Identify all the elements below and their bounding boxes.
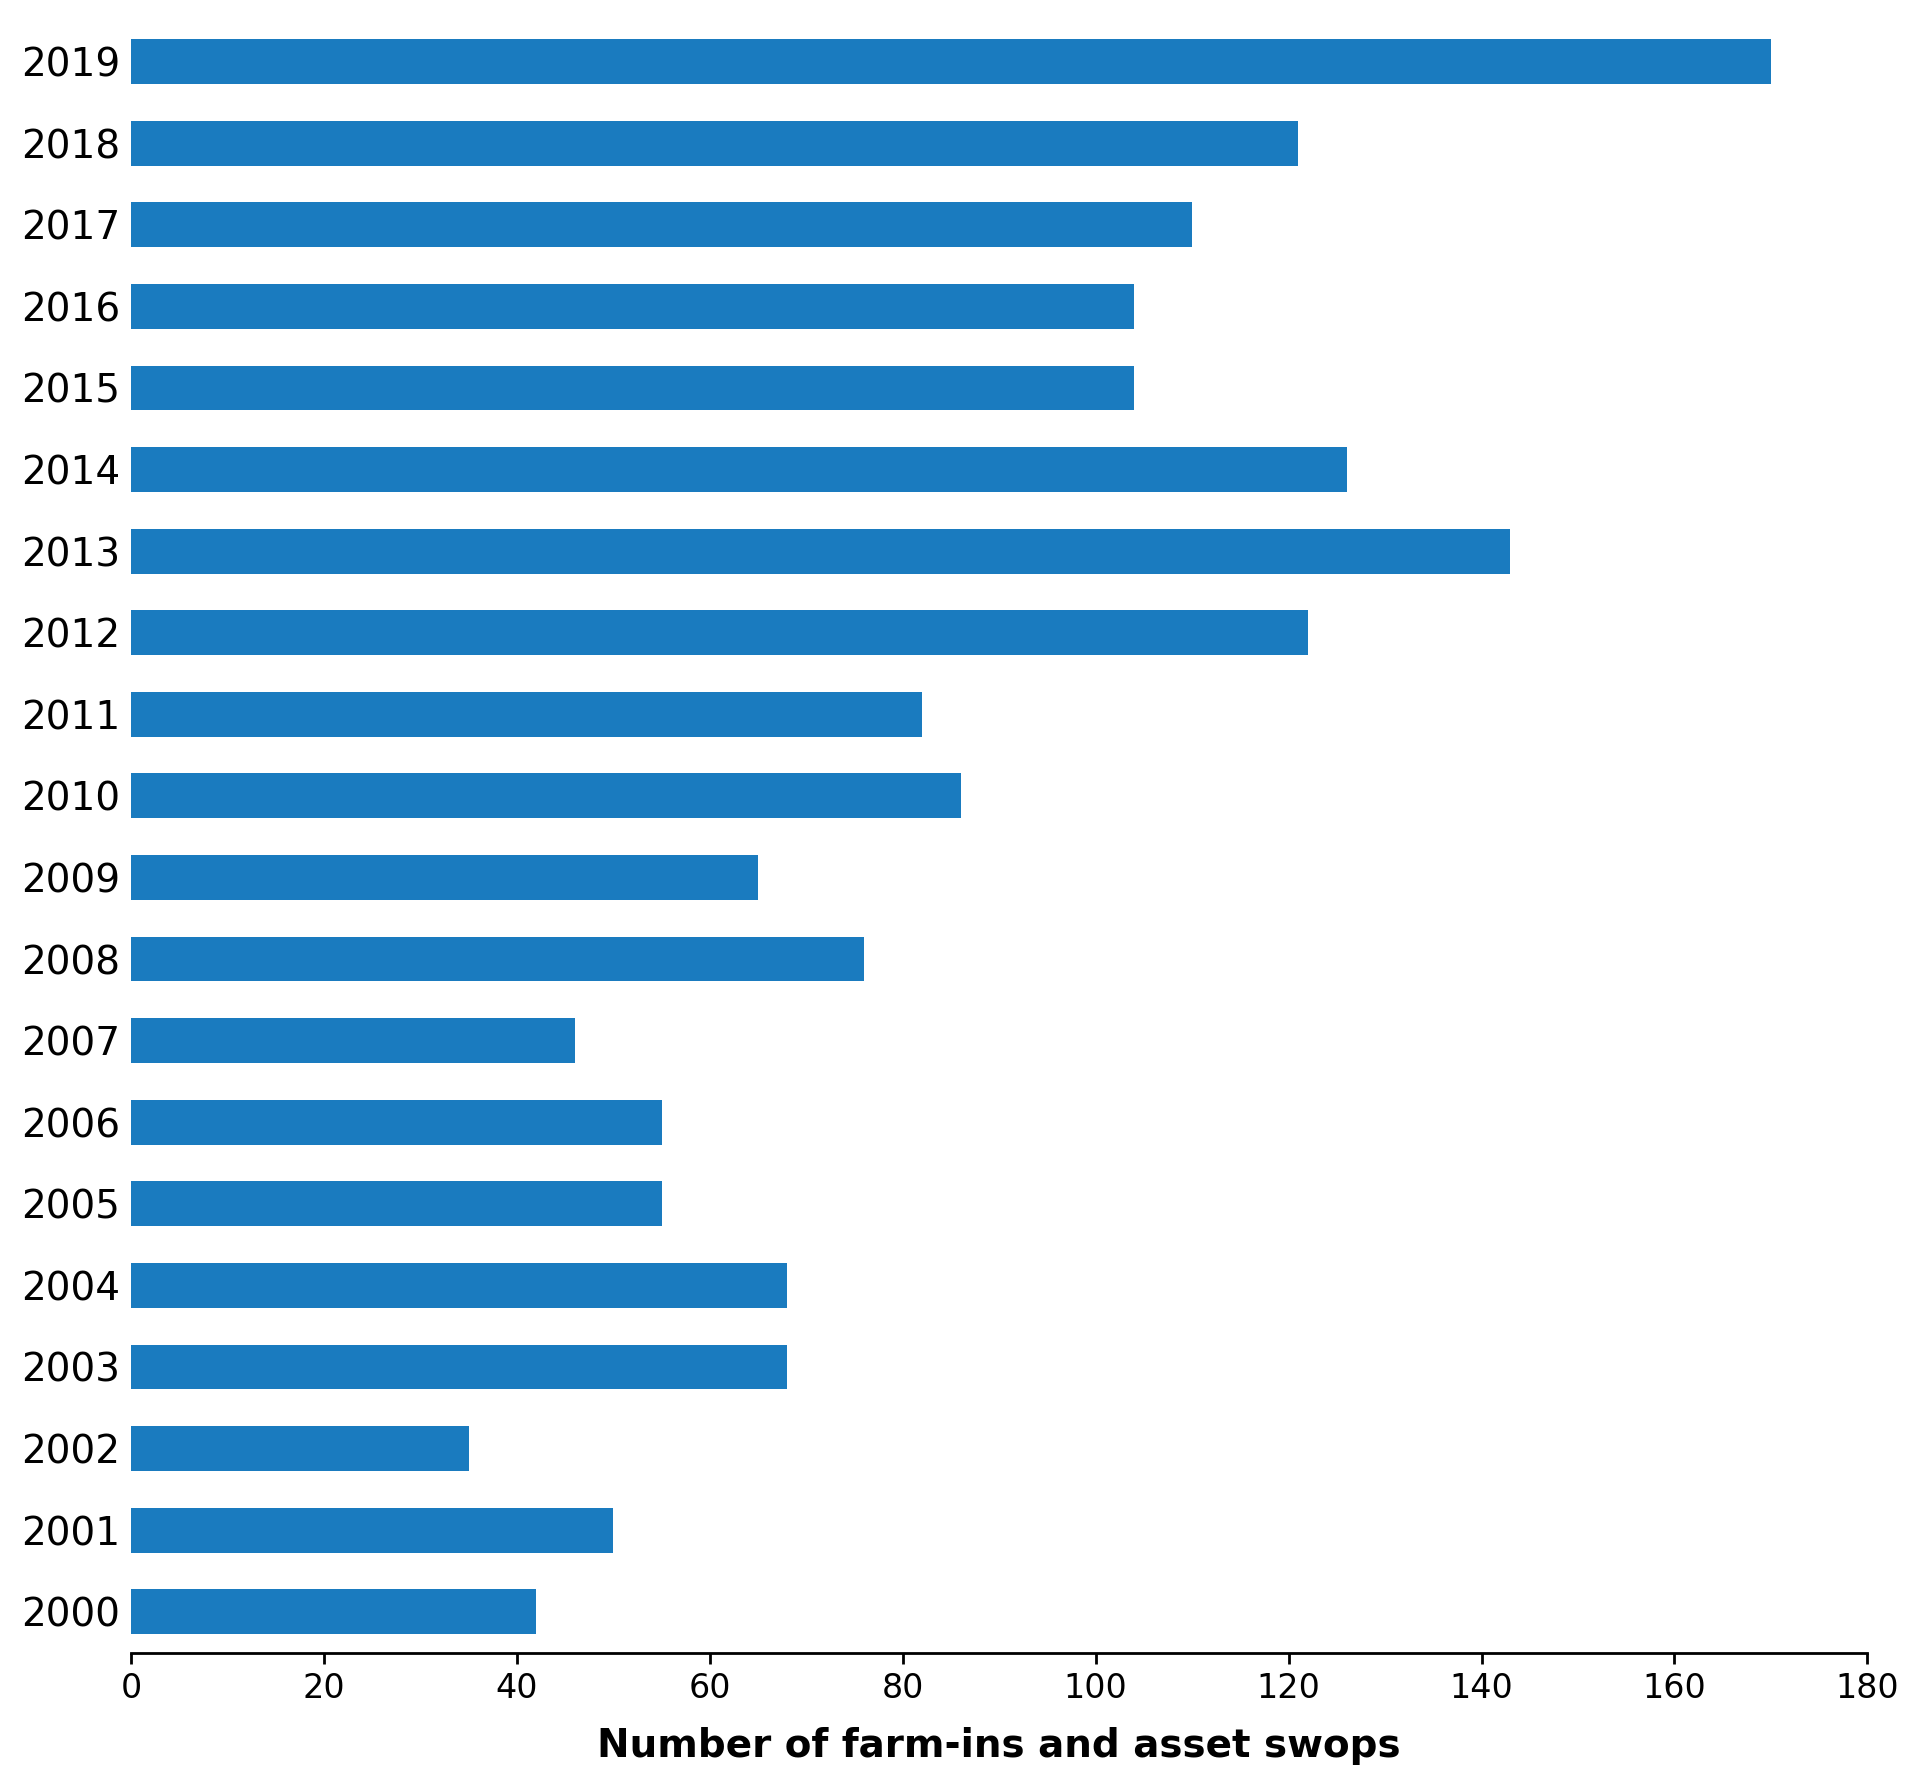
Bar (131, 1018, 574, 1063)
Bar (131, 1100, 662, 1145)
Bar (131, 1507, 614, 1552)
Bar (131, 855, 758, 900)
Bar (131, 1345, 787, 1390)
Bar (131, 611, 1308, 655)
Bar (131, 1263, 787, 1307)
Bar (131, 202, 1192, 246)
Bar (131, 446, 1346, 491)
Bar (131, 691, 922, 738)
Bar (131, 936, 864, 982)
Bar (131, 1181, 662, 1227)
Bar (131, 1590, 536, 1634)
X-axis label: Number of farm-ins and asset swops: Number of farm-ins and asset swops (597, 1727, 1402, 1765)
Bar (131, 284, 1135, 329)
Bar (131, 39, 1770, 84)
Bar (131, 773, 960, 818)
Bar (131, 366, 1135, 411)
Bar (131, 121, 1298, 166)
Bar (131, 1425, 468, 1472)
Bar (131, 529, 1511, 573)
